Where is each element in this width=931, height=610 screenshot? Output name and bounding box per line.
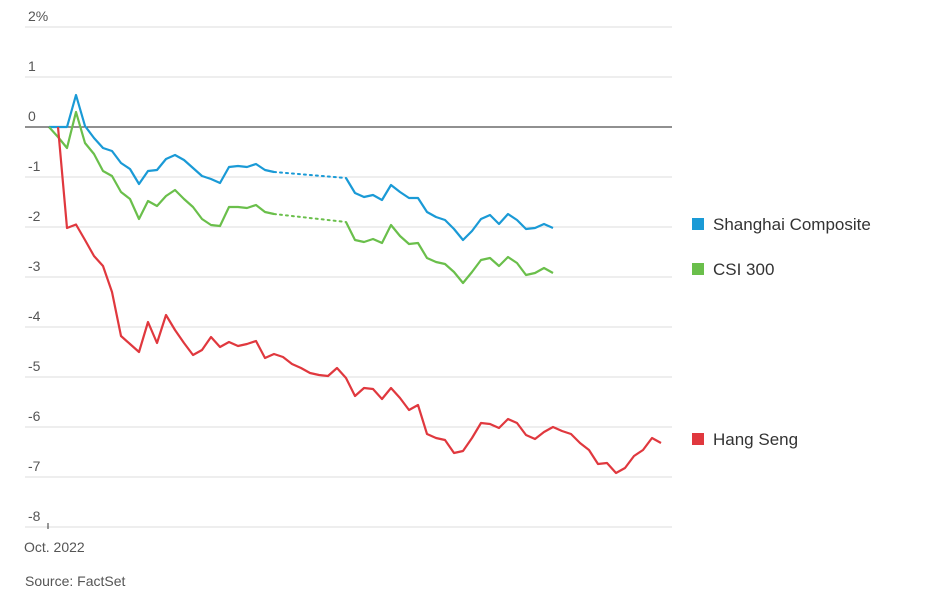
legend-swatch [692, 263, 704, 275]
source: Source: FactSet [25, 573, 125, 589]
gap-connector [273, 171, 347, 179]
y-tick-label: -3 [28, 258, 41, 274]
legend-swatch [692, 218, 704, 230]
y-tick-label: -1 [28, 158, 41, 174]
line [56, 126, 662, 475]
line [345, 177, 554, 242]
line [49, 93, 275, 186]
y-tick-label: 2% [28, 8, 48, 24]
legend-label: Shanghai Composite [713, 215, 871, 234]
y-tick-label: -5 [28, 358, 41, 374]
y-tick-label: -6 [28, 408, 41, 424]
legend-label: CSI 300 [713, 260, 774, 279]
y-tick-label: -2 [28, 208, 41, 224]
y-tick-label: -4 [28, 308, 41, 324]
line [345, 221, 554, 285]
y-tick-label: 0 [28, 108, 36, 124]
y-tick-label: 1 [28, 58, 36, 74]
y-tick-label: -8 [28, 508, 41, 524]
line [48, 110, 275, 228]
y-tick-label: -7 [28, 458, 41, 474]
legend-label: Hang Seng [713, 430, 798, 449]
x-tick-label: Oct. 2022 [24, 539, 85, 555]
gap-connector [273, 213, 347, 223]
legend-swatch [692, 433, 704, 445]
